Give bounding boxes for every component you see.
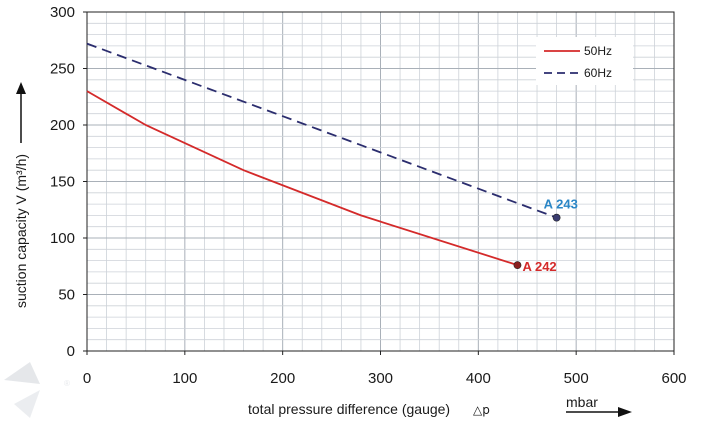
series-end-label-60hz: A 243 [544, 197, 578, 212]
x-axis-arrow [566, 407, 632, 417]
y-axis-title: suction capacity V (m³/h) [13, 154, 29, 308]
x-axis-unit: mbar [566, 394, 598, 410]
legend: 50Hz 60Hz [536, 37, 633, 85]
series-end-point-50hz [513, 261, 522, 270]
tick-labels: 0 100 200 300 400 500 600 0 50 100 150 200 250 300 [50, 4, 687, 387]
series-line-50hz [86, 90, 518, 266]
series-end-label-50hz: A 242 [522, 259, 556, 274]
x-axis-symbol: △p [473, 403, 490, 417]
x-tick-label: 200 [270, 370, 295, 387]
svg-text:®: ® [64, 379, 70, 388]
x-tick-label: 300 [368, 370, 393, 387]
plot-grid [86, 11, 675, 352]
legend-label-50hz: 50Hz [584, 44, 612, 58]
x-tick-label: 500 [564, 370, 589, 387]
legend-label-60hz: 60Hz [584, 66, 612, 80]
series-end-point-60hz [552, 213, 561, 222]
y-tick-label: 0 [67, 343, 75, 360]
series-group: A 242 A 243 [86, 42, 578, 274]
legend-box [536, 37, 633, 85]
x-tick-label: 400 [466, 370, 491, 387]
x-axis-title: total pressure difference (gauge) [248, 401, 450, 417]
y-tick-label: 200 [50, 117, 75, 134]
y-tick-label: 250 [50, 61, 75, 78]
y-tick-label: 50 [58, 287, 75, 304]
y-tick-label: 150 [50, 174, 75, 191]
watermark-logo: ® [4, 362, 70, 418]
y-tick-label: 100 [50, 230, 75, 247]
x-tick-label: 100 [172, 370, 197, 387]
y-axis-arrow [16, 82, 26, 143]
x-tick-label: 0 [83, 370, 91, 387]
series-line-60hz [86, 42, 557, 219]
y-tick-label: 300 [50, 4, 75, 21]
x-tick-label: 600 [661, 370, 686, 387]
